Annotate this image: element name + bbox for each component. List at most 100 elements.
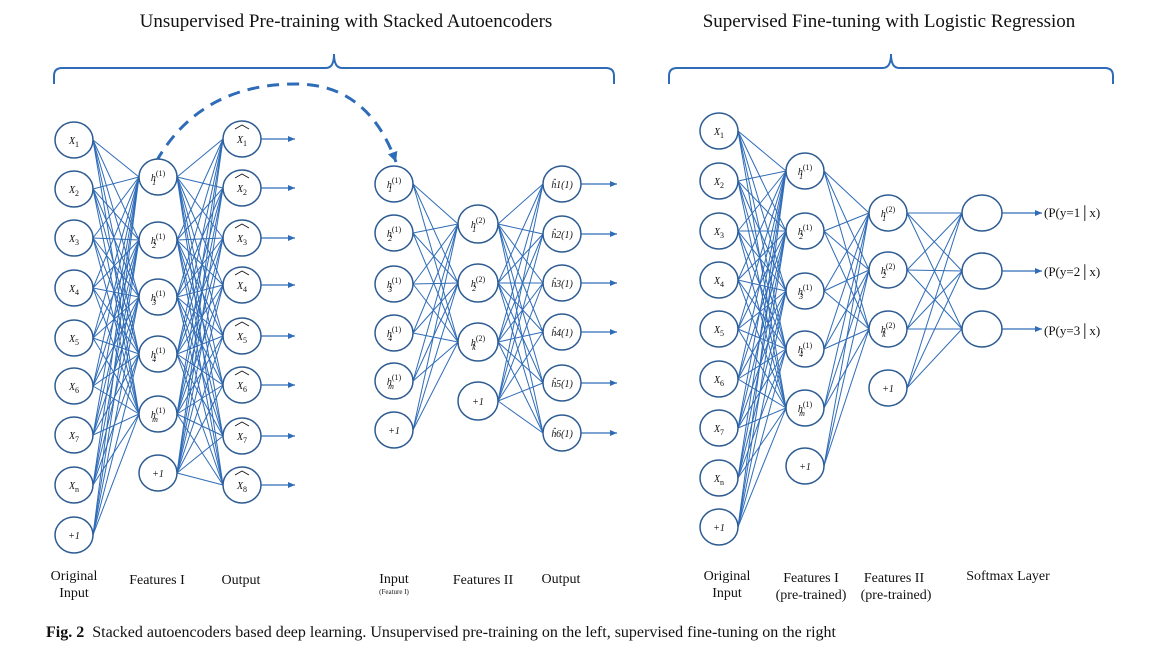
node-label: ĥ3(1) <box>551 277 573 290</box>
connection-edge <box>176 237 224 355</box>
connection-edge <box>412 232 459 343</box>
node-label: X8 <box>236 481 247 494</box>
node-circle <box>785 330 825 368</box>
connection-edge <box>176 284 224 415</box>
node-label: X1 <box>236 135 247 148</box>
connection-edge <box>823 212 870 350</box>
output1-node: X4 <box>222 266 262 304</box>
ft-features2-node: h(2) 1 <box>868 194 908 232</box>
hat-accent <box>234 124 250 130</box>
connection-edge <box>497 223 544 384</box>
connection-edge <box>737 170 787 281</box>
node-circle <box>868 194 908 232</box>
connection-edge <box>92 176 140 436</box>
node-label: X2 <box>236 184 247 197</box>
connection-edge <box>92 239 140 289</box>
connection-edge <box>92 413 140 536</box>
output2-node: ĥ4(1) <box>542 313 582 351</box>
node-circle <box>868 310 908 348</box>
connection-edge <box>176 187 224 415</box>
connection-edge <box>176 138 224 241</box>
node-label: +1 <box>713 523 725 534</box>
node-label: ĥ1(1) <box>551 178 573 191</box>
connection-edge <box>176 239 224 486</box>
connection-edge <box>92 337 140 355</box>
node-circle <box>542 165 582 203</box>
connection-edge <box>737 290 787 528</box>
connection-edge <box>176 176 224 386</box>
connection-edge <box>92 176 140 239</box>
node-label: ĥ2(1) <box>551 228 573 241</box>
connection-edge <box>497 233 544 402</box>
node-label: +1 <box>152 469 164 480</box>
node-circle <box>868 369 908 407</box>
hat-accent <box>234 370 250 376</box>
node-label: h(1) 4 <box>151 346 166 364</box>
node-label: X5 <box>236 332 247 345</box>
output-arrows <box>261 136 1042 488</box>
input-node: X1 <box>54 121 94 159</box>
node-circle <box>138 395 178 433</box>
node-circle <box>542 264 582 302</box>
connection-edge <box>92 353 140 436</box>
node-circle <box>54 466 94 504</box>
node-label: X2 <box>68 185 79 198</box>
connection-edge <box>497 282 544 343</box>
connection-edge <box>176 284 224 474</box>
softmax-output-3: (P(y=3│x) <box>1044 323 1100 339</box>
node-circle <box>222 317 262 355</box>
feature-transfer-arrow <box>154 82 398 163</box>
connection-edge <box>412 183 459 225</box>
node-label: X7 <box>236 432 247 445</box>
node-label: h(1) 1 <box>798 163 813 181</box>
connection-edge <box>92 176 140 486</box>
node-label: h(2) 1 <box>881 205 896 223</box>
node-circle <box>54 219 94 257</box>
ft-input-node: X5 <box>699 310 739 348</box>
connection-edge <box>906 212 963 330</box>
hat-accent <box>234 321 250 327</box>
input-node: X4 <box>54 269 94 307</box>
ae2-input-node: h(1) 4 <box>374 314 414 352</box>
connection-edge <box>176 472 224 486</box>
connection-edge <box>497 341 544 434</box>
node-circle <box>699 459 739 497</box>
features2-node: h(2) 2 <box>457 263 499 303</box>
node-circle <box>138 221 178 259</box>
connection-edge <box>737 230 787 380</box>
connection-edge <box>176 138 224 474</box>
connection-edge <box>412 223 459 234</box>
connection-edge <box>737 230 787 281</box>
connection-edge <box>497 341 544 384</box>
connection-edge <box>176 187 224 355</box>
connection-edge <box>412 282 459 382</box>
node-circle <box>222 417 262 455</box>
node-label: h(1) 4 <box>387 325 402 343</box>
connection-edge <box>176 138 224 178</box>
connection-edge <box>737 279 787 350</box>
node-circle <box>868 251 908 289</box>
ae2-input-node: +1 <box>374 411 414 449</box>
connection-edge <box>92 296 140 486</box>
features2-node: h(2) k <box>457 322 499 362</box>
input-node: X7 <box>54 416 94 454</box>
connection-edge <box>823 212 870 292</box>
connection-edge <box>737 348 787 429</box>
connection-edge <box>823 212 870 467</box>
connection-edge <box>176 187 224 298</box>
connection-edges <box>92 130 963 536</box>
node-label: h(2) k <box>881 321 896 339</box>
ft-input-node: Xn <box>699 459 739 497</box>
figure-number: Fig. 2 <box>46 624 85 641</box>
connection-edge <box>412 282 459 431</box>
ft-input-node: X1 <box>699 112 739 150</box>
features1-node: h(1) 2 <box>138 221 178 259</box>
connection-edge <box>737 230 787 330</box>
connection-edge <box>92 176 140 387</box>
node-circle <box>542 313 582 351</box>
connection-edge <box>176 296 224 486</box>
connection-edge <box>497 331 544 402</box>
connection-edge <box>737 170 787 479</box>
ae2-input-node: h(1) 2 <box>374 214 414 252</box>
node-circle <box>961 194 1003 232</box>
